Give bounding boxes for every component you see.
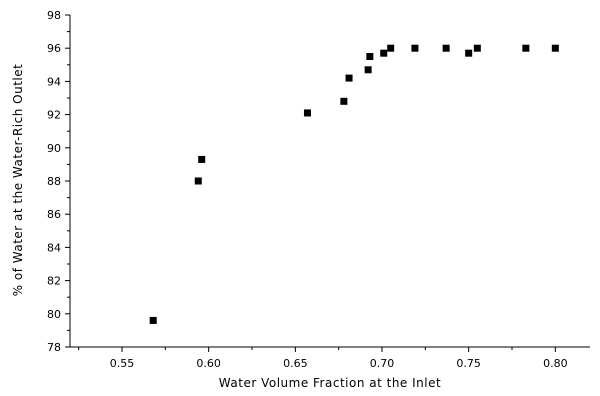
x-tick-label: 0.80 [543,357,568,370]
y-tick-label: 92 [47,109,61,122]
data-point [345,74,353,82]
data-point [380,49,388,57]
x-tick-label: 0.60 [196,357,221,370]
data-point [473,44,481,52]
y-tick-label: 82 [47,275,61,288]
data-point [411,44,419,52]
y-tick-label: 88 [47,175,61,188]
data-point [465,49,473,57]
y-tick-label: 84 [47,241,61,254]
x-tick-label: 0.70 [370,357,395,370]
x-tick-label: 0.65 [283,357,308,370]
y-tick-label: 94 [47,75,61,88]
x-tick-label: 0.75 [456,357,481,370]
data-point [366,53,374,60]
data-point [194,177,202,185]
data-point [551,44,559,52]
y-tick-label: 78 [47,341,61,354]
data-point [522,44,530,52]
data-point [364,66,372,74]
data-point [303,109,311,117]
y-tick-label: 86 [47,208,61,221]
y-tick-label: 96 [47,42,61,55]
y-tick-label: 80 [47,308,61,321]
data-point [198,155,206,163]
y-axis-title: % of Water at the Water-Rich Outlet [11,64,25,297]
plot-area: 78 80 82 84 86 88 90 92 94 96 98 0.55 0.60 0.65 0.70 0.… [47,9,590,370]
data-point [149,316,157,324]
y-tick-label: 98 [47,9,61,22]
data-point [387,44,395,52]
x-tick-label: 0.55 [110,357,135,370]
x-axis-title: Water Volume Fraction at the Inlet [219,376,441,390]
y-tick-label: 90 [47,142,61,155]
data-point [442,44,450,52]
data-point [340,97,348,105]
